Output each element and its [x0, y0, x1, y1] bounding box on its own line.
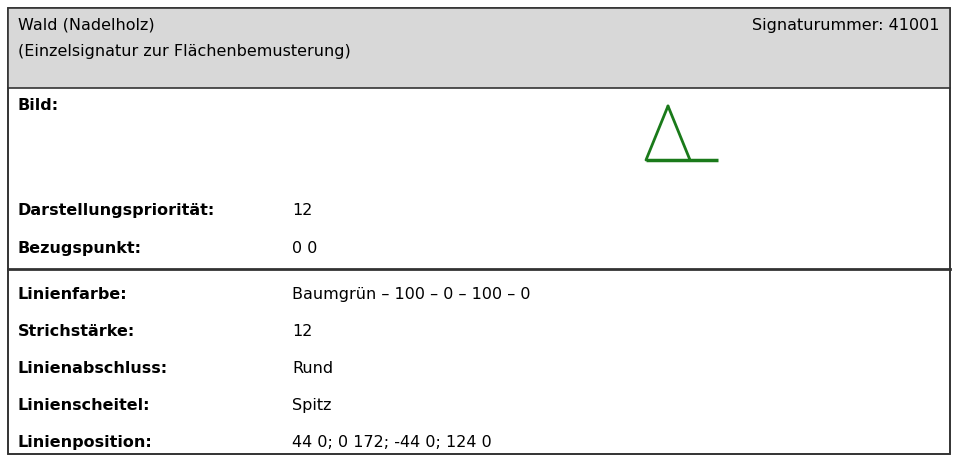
Text: Bezugspunkt:: Bezugspunkt: [18, 241, 142, 256]
Text: Linienfarbe:: Linienfarbe: [18, 287, 127, 302]
Text: 0 0: 0 0 [292, 241, 317, 256]
Text: Bild:: Bild: [18, 98, 59, 113]
Text: Linienabschluss:: Linienabschluss: [18, 361, 168, 376]
Text: 12: 12 [292, 324, 312, 339]
Text: Rund: Rund [292, 361, 333, 376]
Bar [8, 8, 950, 88]
Text: 44 0; 0 172; -44 0; 124 0: 44 0; 0 172; -44 0; 124 0 [292, 435, 491, 450]
Text: Wald (Nadelholz): Wald (Nadelholz) [18, 18, 154, 33]
Text: Strichstärke:: Strichstärke: [18, 324, 135, 339]
Text: Darstellungspriorität:: Darstellungspriorität: [18, 203, 216, 218]
Text: Linienscheitel:: Linienscheitel: [18, 398, 150, 413]
Text: Signaturummer: 41001: Signaturummer: 41001 [752, 18, 940, 33]
Text: 12: 12 [292, 203, 312, 218]
Text: Spitz: Spitz [292, 398, 331, 413]
Text: Linienposition:: Linienposition: [18, 435, 152, 450]
Text: (Einzelsignatur zur Flächenbemusterung): (Einzelsignatur zur Flächenbemusterung) [18, 44, 351, 59]
Text: Baumgrün – 100 – 0 – 100 – 0: Baumgrün – 100 – 0 – 100 – 0 [292, 287, 531, 302]
